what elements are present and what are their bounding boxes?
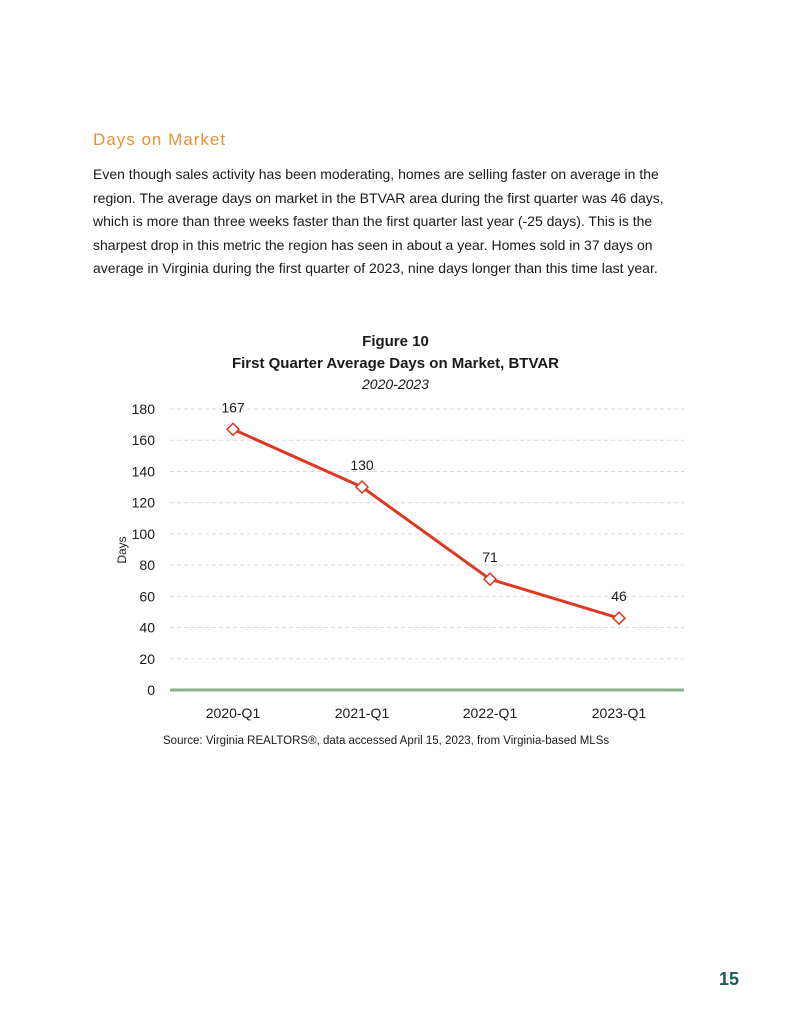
x-tick-label: 2023-Q1 bbox=[592, 705, 647, 721]
y-tick-label: 60 bbox=[139, 588, 155, 604]
data-point bbox=[225, 422, 241, 437]
x-axis-ticks: 2020-Q1 2021-Q1 2022-Q1 2023-Q1 bbox=[206, 705, 647, 721]
chart-gridlines bbox=[170, 408, 684, 660]
data-point bbox=[354, 479, 370, 495]
data-label: 167 bbox=[221, 399, 245, 415]
x-tick-label: 2021-Q1 bbox=[335, 705, 390, 721]
figure-source: Source: Virginia REALTORS®, data accesse… bbox=[163, 735, 610, 747]
figure-label: Figure 10 bbox=[362, 333, 429, 350]
y-tick-label: 20 bbox=[139, 651, 155, 667]
y-tick-label: 140 bbox=[132, 463, 156, 479]
data-label: 130 bbox=[350, 457, 374, 473]
data-point bbox=[611, 611, 627, 626]
y-axis-ticks: 0 20 40 60 80 100 120 140 160 180 bbox=[132, 401, 156, 698]
y-tick-label: 80 bbox=[139, 557, 155, 573]
data-point bbox=[482, 572, 498, 587]
section-heading: Days on Market bbox=[93, 130, 227, 149]
y-tick-label: 0 bbox=[147, 682, 155, 698]
x-tick-label: 2020-Q1 bbox=[206, 705, 261, 721]
y-tick-label: 180 bbox=[132, 401, 156, 417]
body-paragraph: Even though sales activity has been mode… bbox=[93, 166, 664, 276]
y-tick-label: 100 bbox=[132, 526, 156, 542]
data-markers bbox=[225, 422, 627, 626]
x-tick-label: 2022-Q1 bbox=[463, 705, 518, 721]
figure-subtitle: 2020-2023 bbox=[362, 376, 429, 392]
data-labels: 167 130 71 46 bbox=[221, 399, 627, 604]
y-tick-label: 160 bbox=[132, 432, 156, 448]
y-tick-label: 120 bbox=[132, 495, 156, 511]
series-line bbox=[232, 427, 620, 620]
y-tick-label: 40 bbox=[139, 620, 155, 636]
data-label: 71 bbox=[482, 549, 498, 565]
page-number: 15 bbox=[718, 969, 739, 989]
data-label: 46 bbox=[611, 588, 627, 604]
y-axis-title: Days bbox=[115, 536, 129, 563]
figure-title: First Quarter Average Days on Market, BT… bbox=[231, 355, 560, 372]
